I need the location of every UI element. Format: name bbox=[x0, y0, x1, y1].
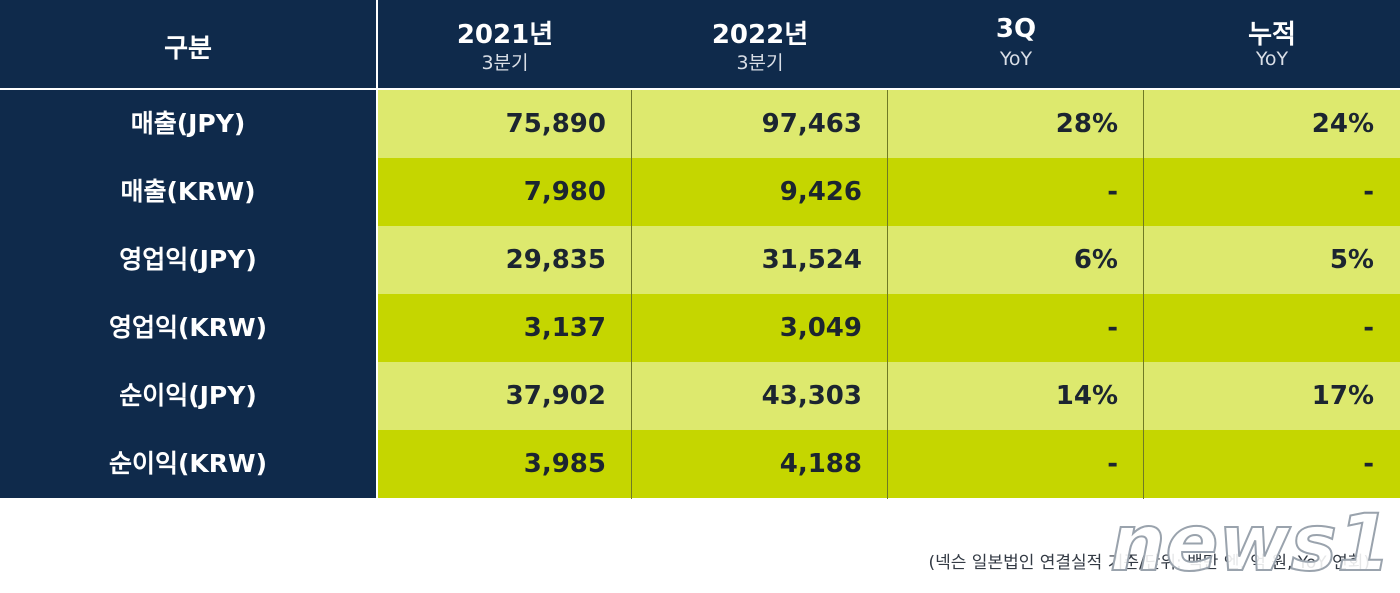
cell-revenue-krw-3q-yoy: - bbox=[888, 158, 1144, 226]
header-category-label: 구분 bbox=[164, 34, 212, 64]
column-divider bbox=[887, 90, 888, 499]
cell-op-income-jpy-2021: 29,835 bbox=[378, 226, 632, 294]
header-cumulative-yoy: 누적 YoY bbox=[1144, 0, 1400, 88]
cell-net-income-jpy-cum-yoy: 17% bbox=[1144, 362, 1400, 430]
cell-revenue-krw-cum-yoy: - bbox=[1144, 158, 1400, 226]
cell-revenue-krw-2021: 7,980 bbox=[378, 158, 632, 226]
cell-net-income-jpy-2021: 37,902 bbox=[378, 362, 632, 430]
cell-net-income-krw-2021: 3,985 bbox=[378, 430, 632, 498]
header-cumulative-yoy-label: YoY bbox=[1255, 48, 1289, 70]
cell-revenue-jpy-2022: 97,463 bbox=[632, 90, 888, 158]
header-3q-label: 3Q bbox=[995, 14, 1037, 44]
cell-revenue-krw-2022: 9,426 bbox=[632, 158, 888, 226]
header-2021-quarter: 3분기 bbox=[481, 52, 529, 74]
row-label-op-income-jpy: 영업익(JPY) bbox=[0, 226, 376, 294]
header-3q-yoy: 3Q YoY bbox=[888, 0, 1144, 88]
footnote: (넥슨 일본법인 연결실적 기준/단위: 백만 엔, 억 원, YoY 연회) bbox=[928, 553, 1370, 573]
news1-logo-icon: news1 bbox=[1110, 500, 1392, 585]
header-2021-year: 2021년 bbox=[456, 20, 554, 50]
header-2022: 2022년 3분기 bbox=[632, 0, 888, 88]
cell-net-income-krw-3q-yoy: - bbox=[888, 430, 1144, 498]
row-label-net-income-krw: 순이익(KRW) bbox=[0, 430, 376, 498]
column-divider bbox=[1143, 90, 1144, 499]
cell-net-income-krw-2022: 4,188 bbox=[632, 430, 888, 498]
row-label-revenue-krw: 매출(KRW) bbox=[0, 158, 376, 226]
cell-op-income-jpy-cum-yoy: 5% bbox=[1144, 226, 1400, 294]
cell-op-income-jpy-3q-yoy: 6% bbox=[888, 226, 1144, 294]
header-divider bbox=[376, 0, 378, 88]
news1-watermark: news1 bbox=[1110, 500, 1391, 585]
header-2021: 2021년 3분기 bbox=[378, 0, 632, 88]
header-3q-yoy-label: YoY bbox=[999, 48, 1033, 70]
cell-op-income-krw-2021: 3,137 bbox=[378, 294, 632, 362]
cell-net-income-krw-cum-yoy: - bbox=[1144, 430, 1400, 498]
row-label-revenue-jpy: 매출(JPY) bbox=[0, 90, 376, 158]
row-label-net-income-jpy: 순이익(JPY) bbox=[0, 362, 376, 430]
cell-op-income-krw-3q-yoy: - bbox=[888, 294, 1144, 362]
header-2022-year: 2022년 bbox=[711, 20, 809, 50]
cell-net-income-jpy-2022: 43,303 bbox=[632, 362, 888, 430]
cell-op-income-krw-2022: 3,049 bbox=[632, 294, 888, 362]
header-cumulative-label: 누적 bbox=[1248, 20, 1296, 50]
header-category: 구분 bbox=[0, 0, 376, 88]
header-2022-quarter: 3분기 bbox=[736, 52, 784, 74]
earnings-table: 구분 2021년 3분기 2022년 3분기 3Q YoY 누적 YoY 매출(… bbox=[0, 0, 1400, 499]
cell-op-income-jpy-2022: 31,524 bbox=[632, 226, 888, 294]
cell-net-income-jpy-3q-yoy: 14% bbox=[888, 362, 1144, 430]
cell-revenue-jpy-2021: 75,890 bbox=[378, 90, 632, 158]
row-label-op-income-krw: 영업익(KRW) bbox=[0, 294, 376, 362]
column-divider bbox=[631, 90, 632, 499]
cell-revenue-jpy-cum-yoy: 24% bbox=[1144, 90, 1400, 158]
cell-op-income-krw-cum-yoy: - bbox=[1144, 294, 1400, 362]
label-column-divider bbox=[376, 88, 378, 499]
cell-revenue-jpy-3q-yoy: 28% bbox=[888, 90, 1144, 158]
